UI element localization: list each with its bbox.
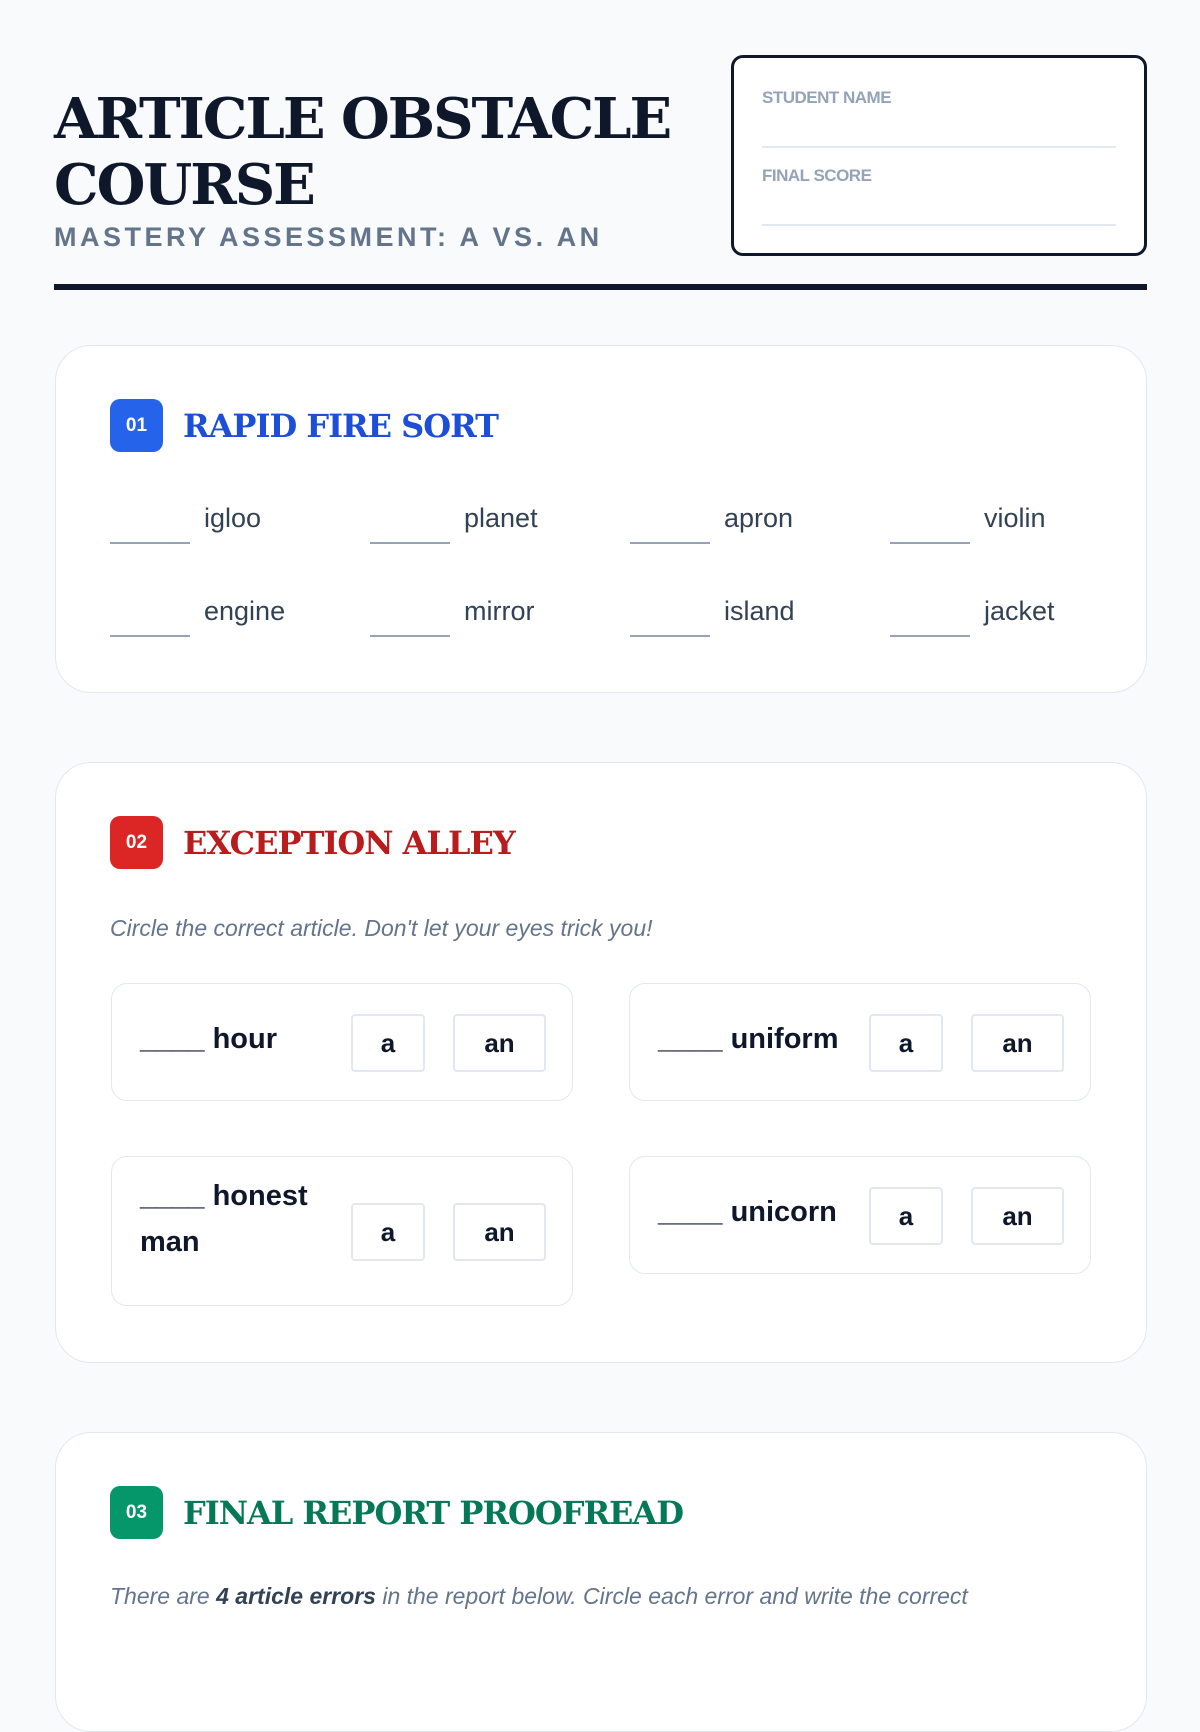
- option-an-button[interactable]: an: [453, 1203, 546, 1261]
- sort-item: igloo: [110, 496, 370, 544]
- section-title: EXCEPTION ALLEY: [183, 823, 516, 862]
- student-name-label: STUDENT NAME: [762, 88, 892, 107]
- word: violin: [984, 503, 1046, 533]
- sort-item: jacket: [890, 589, 1150, 637]
- word: engine: [204, 596, 286, 626]
- answer-blank[interactable]: [890, 593, 970, 637]
- sort-item: violin: [890, 496, 1150, 544]
- student-name-field[interactable]: [762, 108, 1116, 148]
- choice-card: ____ unicorn a an: [629, 1156, 1091, 1274]
- option-an-button[interactable]: an: [971, 1014, 1064, 1072]
- sort-item: mirror: [370, 589, 630, 637]
- choice-card: ____ hour a an: [111, 983, 573, 1101]
- section-number-badge: 02: [110, 816, 163, 869]
- word: planet: [464, 503, 538, 533]
- question-text: ____ unicorn: [658, 1196, 837, 1228]
- question-text: ____ honest man: [140, 1180, 308, 1258]
- answer-blank[interactable]: [630, 593, 710, 637]
- word: jacket: [984, 596, 1055, 626]
- choice-card: ____ honest man a an: [111, 1156, 573, 1306]
- option-a-button[interactable]: a: [869, 1187, 943, 1245]
- answer-blank[interactable]: [630, 500, 710, 544]
- sort-item: engine: [110, 589, 370, 637]
- answer-blank[interactable]: [370, 593, 450, 637]
- answer-blank[interactable]: [110, 500, 190, 544]
- option-a-button[interactable]: a: [351, 1203, 425, 1261]
- word: island: [724, 596, 795, 626]
- final-score-label: FINAL SCORE: [762, 166, 872, 185]
- section-exception-alley: 02 EXCEPTION ALLEY Circle the correct ar…: [55, 762, 1147, 1363]
- page-title: ARTICLE OBSTACLE COURSE: [54, 86, 672, 218]
- option-an-button[interactable]: an: [971, 1187, 1064, 1245]
- page-subtitle: MASTERY ASSESSMENT: A VS. AN: [54, 222, 603, 252]
- option-a-button[interactable]: a: [869, 1014, 943, 1072]
- header-divider: [54, 284, 1147, 290]
- section-instruction: There are 4 article errors in the report…: [110, 1583, 968, 1610]
- question-text: ____ hour: [140, 1023, 277, 1055]
- sort-item: apron: [630, 496, 890, 544]
- answer-blank[interactable]: [370, 500, 450, 544]
- section-number-badge: 01: [110, 399, 163, 452]
- instruction-text: There are: [110, 1583, 217, 1609]
- final-score-field[interactable]: [762, 186, 1116, 226]
- option-a-button[interactable]: a: [351, 1014, 425, 1072]
- section-instruction: Circle the correct article. Don't let yo…: [110, 915, 653, 941]
- section-final-report-proofread: 03 FINAL REPORT PROOFREAD There are 4 ar…: [55, 1432, 1147, 1732]
- sort-item: planet: [370, 496, 630, 544]
- word: mirror: [464, 596, 535, 626]
- instruction-text: in the report below. Circle each error a…: [375, 1583, 968, 1609]
- option-an-button[interactable]: an: [453, 1014, 546, 1072]
- choice-card: ____ uniform a an: [629, 983, 1091, 1101]
- section-rapid-fire-sort: 01 RAPID FIRE SORT igloo planet apron violi…: [55, 345, 1147, 693]
- section-title: FINAL REPORT PROOFREAD: [183, 1493, 684, 1532]
- word: apron: [724, 503, 794, 533]
- word: igloo: [204, 503, 262, 533]
- student-info-box: STUDENT NAME FINAL SCORE: [731, 55, 1147, 256]
- answer-blank[interactable]: [890, 500, 970, 544]
- question-text: ____ uniform: [658, 1023, 839, 1055]
- section-number-badge: 03: [110, 1486, 163, 1539]
- section-title: RAPID FIRE SORT: [183, 406, 499, 445]
- word-grid: igloo planet apron violin engine mirror island…: [110, 496, 1150, 637]
- answer-blank[interactable]: [110, 593, 190, 637]
- sort-item: island: [630, 589, 890, 637]
- instruction-emphasis: 4 article errors: [216, 1583, 376, 1609]
